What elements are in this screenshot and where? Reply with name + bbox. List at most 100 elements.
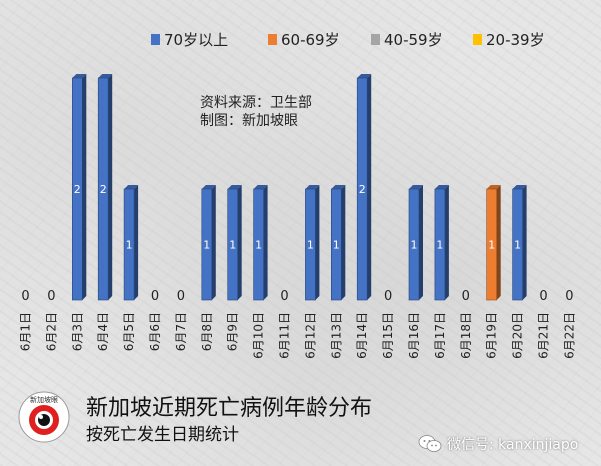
bar-value-label: 2 [359, 183, 366, 196]
bar-6月20日-70岁以上: 1 [512, 185, 527, 301]
bar-top [227, 185, 242, 189]
bar-side [341, 185, 346, 300]
source-line-2: 制图：新加坡眼 [200, 113, 298, 129]
zero-label-6月22日: 0 [565, 289, 573, 304]
legend-swatch-3 [371, 34, 380, 45]
bar-top [512, 185, 527, 189]
bar-value-label: 1 [229, 239, 236, 252]
bar-6月19日-60-69岁: 1 [486, 185, 501, 301]
x-tick-6月17日: 6月17日 [433, 312, 447, 359]
bar-value-label: 1 [514, 239, 521, 252]
bar-side [444, 185, 449, 300]
x-tick-6月16日: 6月16日 [407, 312, 421, 359]
bar-value-label: 1 [203, 239, 210, 252]
zero-label-6月15日: 0 [384, 289, 392, 304]
bar-front [356, 77, 368, 301]
x-tick-6月2日: 6月2日 [44, 312, 58, 351]
bar-top [409, 185, 423, 189]
x-tick-6月1日: 6月1日 [19, 312, 33, 351]
legend-label-3: 40-59岁 [384, 31, 443, 49]
x-tick-6月20日: 6月20日 [511, 312, 525, 359]
x-tick-6月8日: 6月8日 [200, 312, 214, 351]
wechat-icon [418, 435, 442, 452]
x-tick-6月14日: 6月14日 [355, 312, 369, 359]
bar-value-label: 1 [436, 239, 443, 252]
bar-front [72, 77, 83, 301]
legend-label-4: 20-39岁 [486, 31, 545, 49]
zero-label-6月1日: 0 [21, 289, 29, 304]
legend-label-2: 60-69岁 [281, 31, 340, 49]
bar-front [486, 188, 498, 301]
x-tick-6月11日: 6月11日 [278, 312, 292, 359]
bar-front [97, 77, 109, 301]
bar-6月3日-70岁以上: 2 [72, 74, 87, 301]
bar-value-label: 2 [100, 183, 107, 196]
bar-side [108, 74, 113, 300]
bar-series: 0 0 2 2 1 0 0 1 1 1 0 1 1 2 0 1 1 0 1 1 0 0 [21, 74, 574, 304]
bar-6月8日-70岁以上: 1 [201, 185, 216, 301]
legend-swatch-1 [151, 34, 160, 45]
bar-side [82, 74, 87, 300]
bar-value-label: 1 [126, 239, 133, 252]
watermark-text: 微信号: kanxinjiapo [447, 437, 579, 453]
bar-top [72, 74, 87, 78]
bar-side [211, 185, 216, 300]
zero-label-6月2日: 0 [47, 289, 55, 304]
bar-front [330, 188, 342, 301]
x-tick-6月15日: 6月15日 [381, 312, 395, 359]
wechat-watermark: 微信号: kanxinjiapo [418, 434, 578, 454]
chart-title: 新加坡近期死亡病例年龄分布 [86, 396, 373, 421]
x-tick-6月3日: 6月3日 [70, 312, 84, 351]
x-tick-6月9日: 6月9日 [226, 312, 240, 351]
bar-side [522, 185, 527, 300]
source-line-1: 资料来源：卫生部 [200, 95, 312, 111]
bar-top [331, 185, 346, 189]
bar-front [434, 188, 446, 301]
bar-front [512, 188, 523, 301]
bar-side [134, 185, 139, 300]
x-tick-6月10日: 6月10日 [252, 312, 266, 359]
bar-top [124, 185, 139, 189]
x-tick-6月13日: 6月13日 [329, 312, 343, 359]
bar-value-label: 1 [411, 239, 418, 252]
bar-6月13日-70岁以上: 1 [330, 185, 346, 301]
bar-side [315, 185, 320, 300]
bar-top [98, 74, 113, 78]
bar-top [253, 185, 268, 189]
bar-side [496, 185, 501, 300]
bar-front [408, 188, 420, 301]
bar-6月9日-70岁以上: 1 [227, 185, 242, 301]
bar-front [305, 188, 316, 301]
x-axis-tick-labels: 6月1日 6月2日 6月3日 6月4日 6月5日 6月6日 6月7日 6月8日 6月9日 6月10… [19, 312, 577, 359]
bar-6月16日-70岁以上: 1 [408, 185, 423, 301]
logo-text: 新加坡眼 [30, 395, 58, 404]
x-tick-6月21日: 6月21日 [537, 312, 551, 359]
brand-logo: 新加坡眼 [18, 391, 70, 443]
bar-6月12日-70岁以上: 1 [305, 185, 320, 301]
bar-front [253, 188, 264, 301]
x-tick-6月5日: 6月5日 [122, 312, 136, 351]
legend-label-1: 70岁以上 [164, 31, 228, 49]
zero-label-6月7日: 0 [177, 289, 185, 304]
bar-6月5日-70岁以上: 1 [123, 185, 139, 301]
chart-subtitle: 按死亡发生日期统计 [86, 425, 239, 445]
bar-top [201, 185, 216, 189]
zero-label-6月21日: 0 [539, 289, 547, 304]
bar-top [357, 74, 372, 78]
bar-6月14日-70岁以上: 2 [356, 74, 372, 301]
zero-label-6月11日: 0 [280, 289, 288, 304]
legend-swatch-4 [473, 34, 482, 45]
bar-side [367, 74, 372, 300]
title-block: 新加坡近期死亡病例年龄分布 按死亡发生日期统计 [86, 396, 372, 446]
zero-label-6月18日: 0 [462, 289, 470, 304]
bar-front [227, 188, 238, 301]
bar-front [201, 188, 213, 301]
bar-value-label: 1 [488, 239, 495, 252]
x-tick-6月22日: 6月22日 [562, 312, 576, 359]
zero-label-6月6日: 0 [151, 289, 159, 304]
bar-6月4日-70岁以上: 2 [97, 74, 113, 301]
bar-6月10日-70岁以上: 1 [253, 185, 268, 301]
legend-swatch-2 [268, 34, 277, 45]
